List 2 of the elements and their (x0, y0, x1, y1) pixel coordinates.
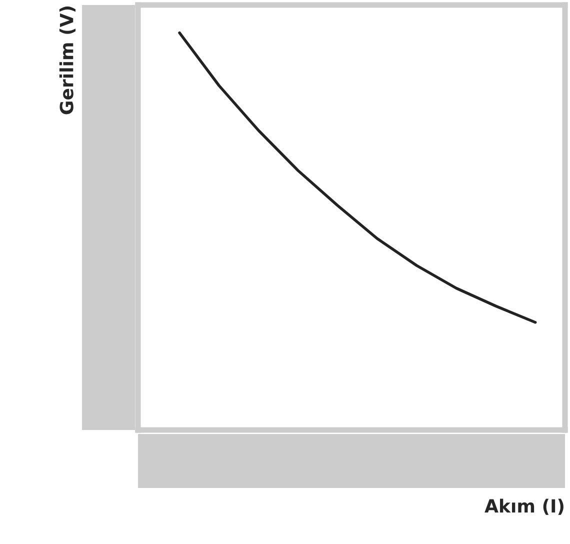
x-axis-title: Akım (I) (484, 498, 564, 515)
y-axis-title: Gerilim (V) (59, 6, 76, 114)
